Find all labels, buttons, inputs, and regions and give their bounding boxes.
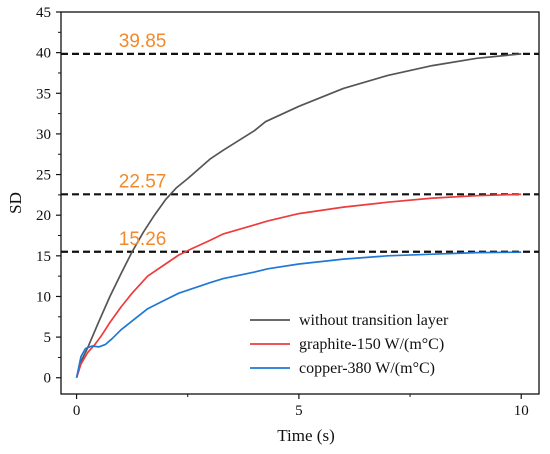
- y-axis-ticks: 0 5 10 15 20 25 30 35 40 45: [36, 5, 61, 387]
- y-tick-label: 30: [36, 127, 51, 143]
- y-axis-title: SD: [6, 192, 25, 214]
- reference-line-label: 22.57: [119, 171, 167, 192]
- series-line: [75, 53, 522, 378]
- x-axis-ticks: 0 5 10: [73, 394, 529, 419]
- reference-labels: 39.85 22.57 15.26: [119, 31, 167, 250]
- reference-line-label: 15.26: [119, 229, 167, 250]
- series-lines: [75, 53, 522, 378]
- legend-label: graphite-150 W/(m°C): [299, 336, 444, 353]
- y-tick-label: 5: [44, 330, 52, 346]
- y-tick-label: 25: [36, 168, 51, 184]
- y-tick-label: 15: [36, 249, 51, 265]
- plot-frame: [60, 11, 540, 395]
- y-tick-label: 45: [36, 5, 51, 21]
- y-tick-label: 20: [36, 208, 51, 224]
- x-axis-title: Time (s): [277, 426, 334, 445]
- y-tick-label: 0: [44, 371, 52, 387]
- y-tick-label: 35: [36, 86, 51, 102]
- legend-label: copper-380 W/(m°C): [299, 360, 435, 377]
- x-tick-label: 5: [295, 403, 303, 419]
- reference-lines: [61, 52, 539, 253]
- y-tick-label: 10: [36, 289, 51, 305]
- x-tick-label: 0: [73, 403, 81, 419]
- x-tick-label: 10: [514, 403, 529, 419]
- legend-label: without transition layer: [299, 312, 449, 329]
- y-tick-label: 40: [36, 46, 51, 62]
- reference-line-label: 39.85: [119, 31, 167, 52]
- legend: without transition layer graphite-150 W/(…: [250, 312, 449, 377]
- series-line: [75, 193, 522, 378]
- series-line: [75, 251, 522, 378]
